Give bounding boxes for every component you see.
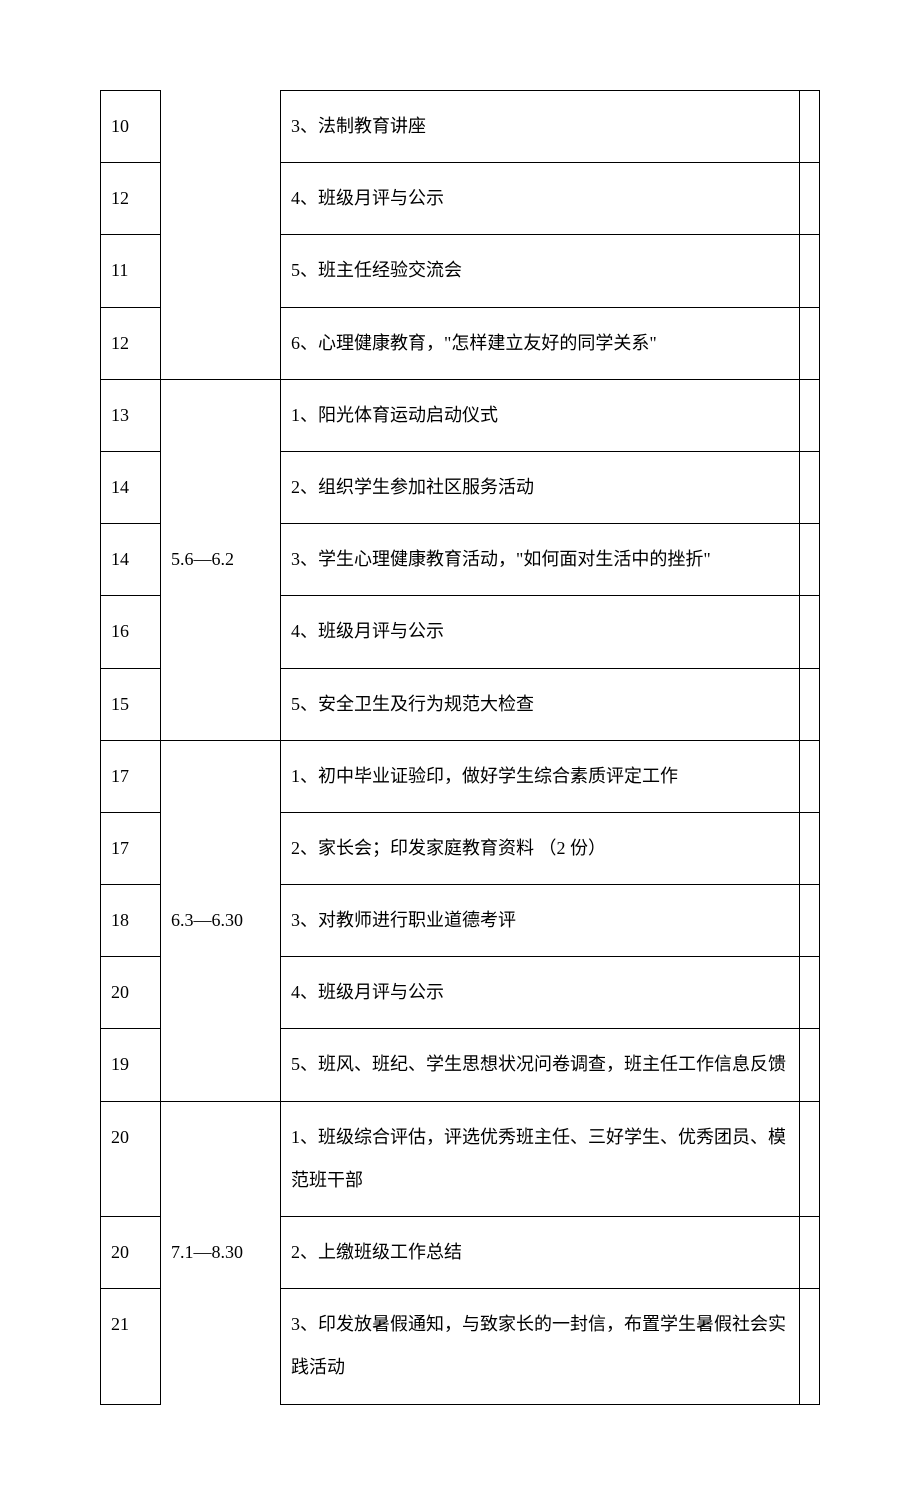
seq-cell: 21 bbox=[101, 1289, 161, 1404]
content-cell: 3、法制教育讲座 bbox=[281, 91, 800, 163]
seq-cell: 11 bbox=[101, 235, 161, 307]
table-row: 207.1—8.301、班级综合评估，评选优秀班主任、三好学生、优秀团员、模范班… bbox=[101, 1101, 820, 1216]
extra-cell bbox=[800, 668, 820, 740]
extra-cell bbox=[800, 235, 820, 307]
extra-cell bbox=[800, 1101, 820, 1216]
content-cell: 4、班级月评与公示 bbox=[281, 957, 800, 1029]
content-cell: 1、初中毕业证验印，做好学生综合素质评定工作 bbox=[281, 740, 800, 812]
seq-cell: 14 bbox=[101, 524, 161, 596]
extra-cell bbox=[800, 1217, 820, 1289]
extra-cell bbox=[800, 885, 820, 957]
seq-cell: 18 bbox=[101, 885, 161, 957]
table-body: 10 3、法制教育讲座 12 4、班级月评与公示 11 5、班主任经验交流会 12 6、心理健… bbox=[101, 91, 820, 1405]
content-cell: 1、阳光体育运动启动仪式 bbox=[281, 379, 800, 451]
content-cell: 2、上缴班级工作总结 bbox=[281, 1217, 800, 1289]
extra-cell bbox=[800, 1289, 820, 1404]
extra-cell bbox=[800, 1029, 820, 1101]
seq-cell: 20 bbox=[101, 1217, 161, 1289]
date-cell: 6.3—6.30 bbox=[161, 740, 281, 1101]
seq-cell: 12 bbox=[101, 163, 161, 235]
extra-cell bbox=[800, 957, 820, 1029]
seq-cell: 20 bbox=[101, 1101, 161, 1216]
content-cell: 3、印发放暑假通知，与致家长的一封信，布置学生暑假社会实践活动 bbox=[281, 1289, 800, 1404]
seq-cell: 15 bbox=[101, 668, 161, 740]
content-cell: 5、安全卫生及行为规范大检查 bbox=[281, 668, 800, 740]
content-cell: 3、学生心理健康教育活动，"如何面对生活中的挫折" bbox=[281, 524, 800, 596]
content-cell: 6、心理健康教育，"怎样建立友好的同学关系" bbox=[281, 307, 800, 379]
content-cell: 4、班级月评与公示 bbox=[281, 596, 800, 668]
content-cell: 2、家长会；印发家庭教育资料 （2 份） bbox=[281, 812, 800, 884]
extra-cell bbox=[800, 740, 820, 812]
content-cell: 4、班级月评与公示 bbox=[281, 163, 800, 235]
extra-cell bbox=[800, 163, 820, 235]
extra-cell bbox=[800, 812, 820, 884]
content-cell: 5、班主任经验交流会 bbox=[281, 235, 800, 307]
extra-cell bbox=[800, 451, 820, 523]
seq-cell: 17 bbox=[101, 740, 161, 812]
date-cell bbox=[161, 91, 281, 380]
schedule-table: 10 3、法制教育讲座 12 4、班级月评与公示 11 5、班主任经验交流会 12 6、心理健… bbox=[100, 90, 820, 1405]
seq-cell: 10 bbox=[101, 91, 161, 163]
table-row: 135.6—6.21、阳光体育运动启动仪式 bbox=[101, 379, 820, 451]
table-row: 176.3—6.301、初中毕业证验印，做好学生综合素质评定工作 bbox=[101, 740, 820, 812]
extra-cell bbox=[800, 524, 820, 596]
seq-cell: 20 bbox=[101, 957, 161, 1029]
content-cell: 3、对教师进行职业道德考评 bbox=[281, 885, 800, 957]
date-cell: 7.1—8.30 bbox=[161, 1101, 281, 1404]
content-cell: 2、组织学生参加社区服务活动 bbox=[281, 451, 800, 523]
seq-cell: 19 bbox=[101, 1029, 161, 1101]
extra-cell bbox=[800, 307, 820, 379]
date-cell: 5.6—6.2 bbox=[161, 379, 281, 740]
seq-cell: 14 bbox=[101, 451, 161, 523]
table-row: 10 3、法制教育讲座 bbox=[101, 91, 820, 163]
extra-cell bbox=[800, 596, 820, 668]
content-cell: 1、班级综合评估，评选优秀班主任、三好学生、优秀团员、模范班干部 bbox=[281, 1101, 800, 1216]
seq-cell: 12 bbox=[101, 307, 161, 379]
extra-cell bbox=[800, 379, 820, 451]
seq-cell: 16 bbox=[101, 596, 161, 668]
seq-cell: 17 bbox=[101, 812, 161, 884]
content-cell: 5、班风、班纪、学生思想状况问卷调查，班主任工作信息反馈 bbox=[281, 1029, 800, 1101]
seq-cell: 13 bbox=[101, 379, 161, 451]
extra-cell bbox=[800, 91, 820, 163]
